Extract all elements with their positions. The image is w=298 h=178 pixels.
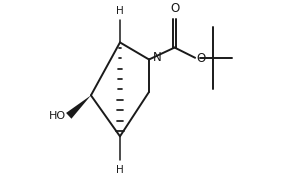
Text: H: H xyxy=(116,6,124,16)
Text: O: O xyxy=(196,52,205,65)
Polygon shape xyxy=(66,95,91,119)
Text: H: H xyxy=(116,164,124,174)
Text: N: N xyxy=(153,51,162,64)
Text: HO: HO xyxy=(49,111,66,121)
Text: O: O xyxy=(171,2,180,15)
